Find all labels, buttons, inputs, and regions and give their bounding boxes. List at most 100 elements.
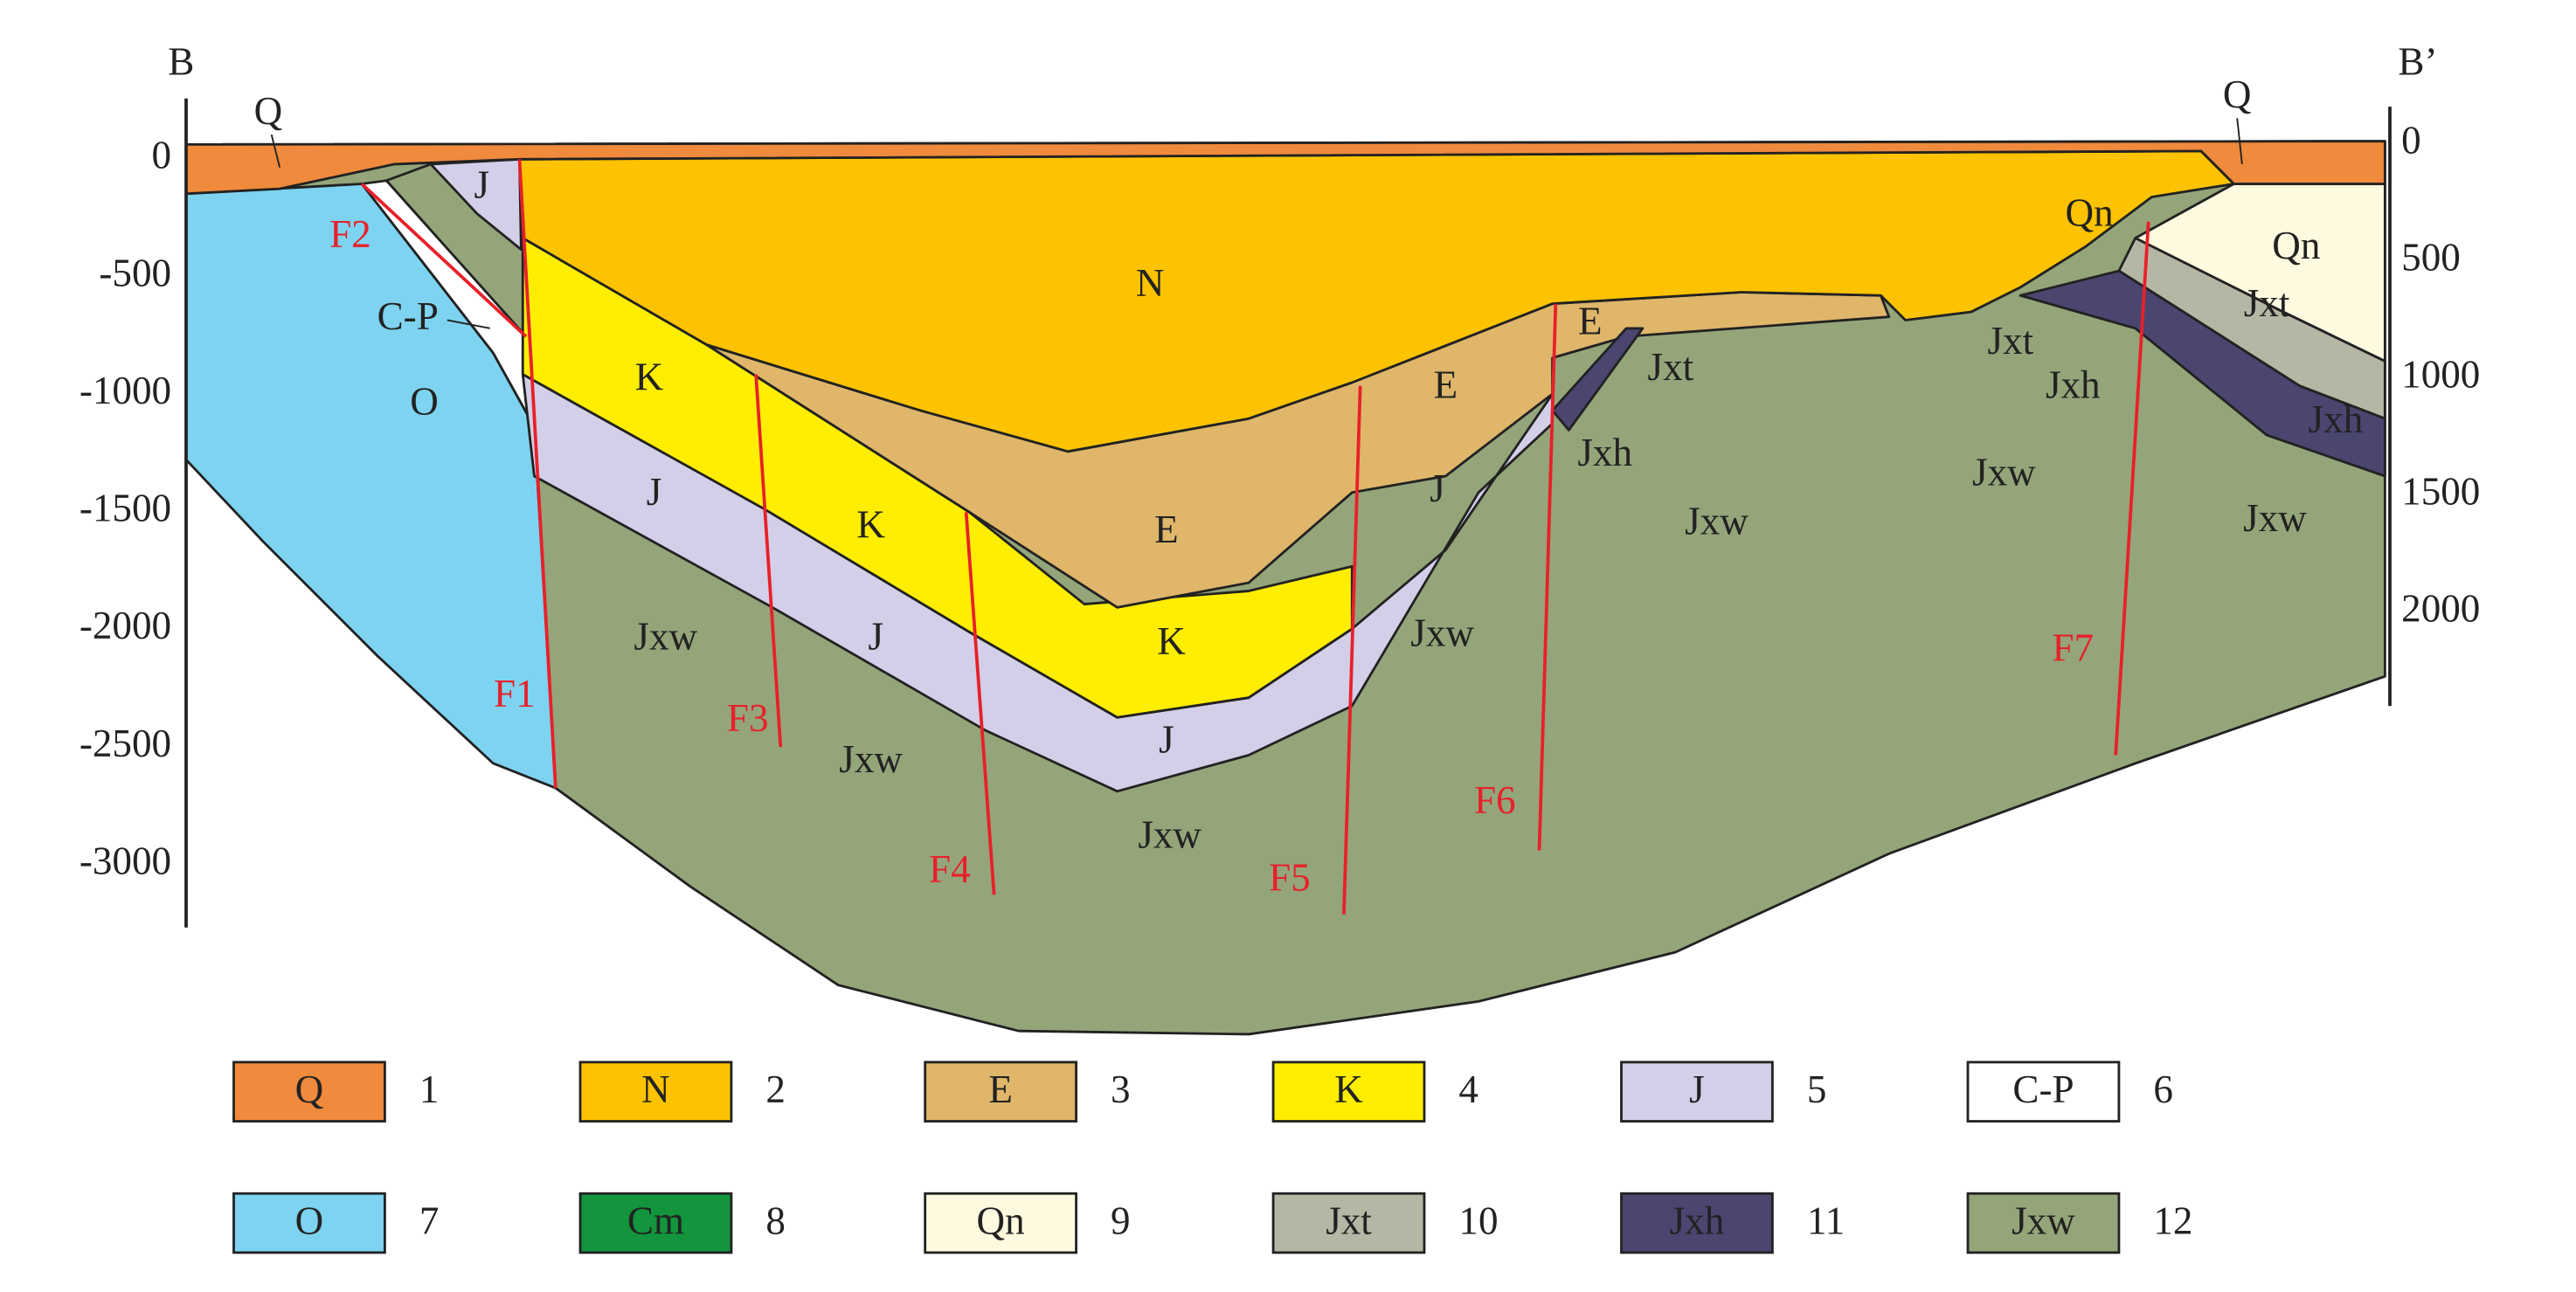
formation-label: Q: [2223, 73, 2252, 116]
fault: [964, 512, 996, 895]
y2-tick-label: 1500: [2401, 469, 2480, 513]
formation-label: Jxt: [1648, 345, 1694, 389]
formation-label: O: [410, 380, 439, 424]
legend-swatch: [578, 1061, 733, 1123]
formation-label: K: [856, 502, 885, 546]
legend-swatch: [1620, 1192, 1774, 1254]
legend-swatch: [1271, 1192, 1426, 1254]
legend-number: 9: [1111, 1199, 1131, 1242]
n-body: [518, 149, 2235, 453]
formation-label: Jxt: [2244, 281, 2290, 325]
legend-number: 8: [765, 1199, 786, 1242]
legend-label: J: [1689, 1067, 1705, 1111]
jxh-body: [2019, 269, 2386, 478]
legend-label: Qn: [977, 1199, 1025, 1242]
legend-number: 2: [765, 1067, 786, 1111]
legend-label: Jxt: [1326, 1199, 1372, 1242]
formation-label: K: [1157, 619, 1186, 663]
formation-label: J: [869, 614, 884, 658]
legend-number: 12: [2153, 1199, 2192, 1242]
formation-label: Jxw: [1410, 611, 1474, 655]
fault: [1537, 303, 1558, 851]
formation-label: Jxt: [1988, 319, 2034, 363]
legend-swatch: [1966, 1061, 2121, 1123]
faults: [360, 159, 2150, 915]
legend-number: 5: [1807, 1067, 1827, 1111]
fault: [754, 374, 783, 748]
fault-label: F5: [1269, 856, 1311, 900]
y2-tick-label: 2000: [2401, 586, 2480, 630]
y-tick-label: -3000: [80, 839, 171, 883]
fault: [517, 159, 557, 789]
y-tick-label: -2000: [80, 604, 171, 647]
formation-label: Jxw: [1972, 450, 2036, 494]
formation-label: N: [1136, 261, 1165, 305]
formation-label: J: [647, 470, 662, 514]
jxh-small: [1551, 327, 1645, 432]
legend-swatch: [578, 1192, 733, 1254]
y-tick-label: -1500: [80, 487, 171, 530]
legend-swatch: [1620, 1061, 1774, 1123]
formation-label: Jxw: [1685, 500, 1748, 543]
legend-label: O: [295, 1199, 324, 1242]
legend-number: 7: [419, 1199, 440, 1242]
formation-label: J: [474, 162, 489, 206]
legend-label: Cm: [627, 1199, 684, 1242]
fault-label: F4: [929, 847, 971, 891]
fault-label: F7: [2052, 625, 2094, 669]
fault: [2114, 221, 2150, 756]
fault-label: F6: [1474, 778, 1516, 822]
legend-swatch: [924, 1192, 1077, 1254]
formation-label: Jxw: [634, 614, 697, 658]
section-end-label: B: [168, 40, 194, 84]
legend-label: E: [988, 1067, 1013, 1111]
fault-label: F3: [727, 696, 769, 740]
formation-label: Jxh: [2309, 397, 2364, 441]
formation-label: Qn: [2066, 190, 2114, 234]
legend-label: N: [641, 1067, 670, 1111]
y-tick-label: -1000: [80, 369, 171, 412]
y2-tick-label: 0: [2401, 119, 2421, 162]
legend-swatch: [924, 1061, 1077, 1123]
y2-tick-label: 1000: [2401, 353, 2480, 397]
y-tick-label: 0: [152, 134, 172, 177]
y-tick-label: -500: [99, 251, 171, 294]
formation-label: J: [1159, 718, 1174, 762]
legend-swatch: [1966, 1192, 2121, 1254]
formation-label: C-P: [377, 294, 439, 338]
legend-label: K: [1334, 1067, 1363, 1111]
legend-number: 6: [2153, 1067, 2173, 1111]
section-end-label: B’: [2398, 40, 2437, 84]
legend-number: 4: [1458, 1067, 1478, 1111]
q-body: [184, 140, 2386, 196]
formation-label: K: [635, 355, 664, 398]
fault-label: F2: [329, 212, 371, 256]
fault-label: F1: [494, 672, 536, 715]
formation-label: Jxh: [1577, 431, 1632, 474]
leader-line: [447, 319, 490, 329]
legend-number: 3: [1111, 1067, 1131, 1111]
formation-label: Jxh: [2046, 363, 2101, 407]
legend-label: C-P: [2012, 1067, 2074, 1111]
formation-label: E: [1434, 363, 1458, 407]
leader-line: [2236, 118, 2243, 165]
formation-label: Qn: [2272, 224, 2320, 267]
legend-label: Jxh: [1670, 1199, 1725, 1242]
y2-tick-label: 500: [2401, 236, 2461, 280]
fault: [360, 183, 528, 338]
formation-label: Jxw: [1138, 813, 1201, 857]
formation-label: Q: [254, 89, 283, 133]
legend-number: 1: [419, 1067, 440, 1111]
formation-label: E: [1154, 508, 1179, 551]
legend-number: 11: [1807, 1199, 1845, 1242]
legend-swatch: [232, 1061, 386, 1123]
fault: [1342, 385, 1362, 915]
legend-swatch: [1271, 1061, 1426, 1123]
legend-label: Jxw: [2012, 1199, 2075, 1242]
y-tick-label: -2500: [80, 722, 171, 765]
formation-label: E: [1578, 299, 1603, 342]
formation-label: J: [1430, 466, 1445, 510]
legend-label: Q: [295, 1067, 324, 1111]
